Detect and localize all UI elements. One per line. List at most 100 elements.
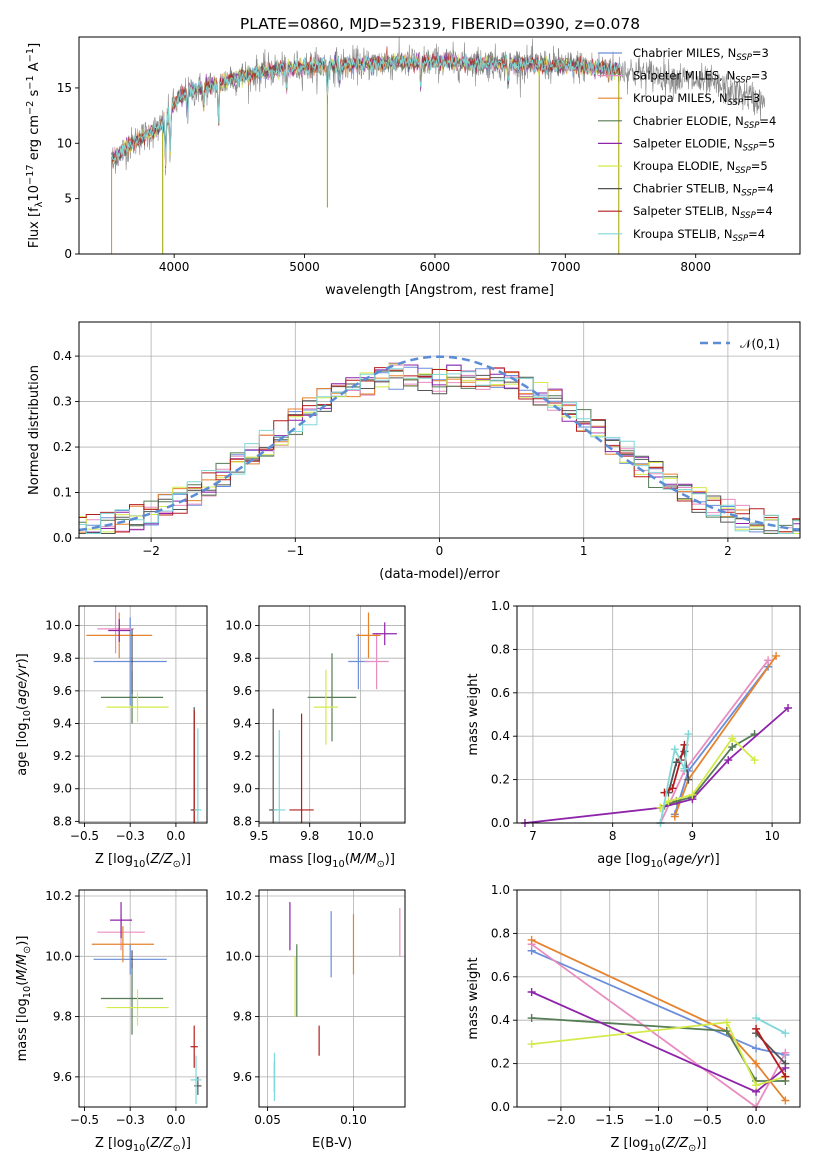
text-span: Z [log xyxy=(95,852,133,867)
series-marker xyxy=(784,703,793,712)
text-span: mass [log xyxy=(269,852,332,867)
legend-label: Salpeter STELIB, NSSP=4 xyxy=(633,204,773,221)
axes-frame xyxy=(78,36,801,255)
text-span: ⊙ xyxy=(173,859,181,870)
legend-n: , N xyxy=(728,114,744,128)
legend-label: Chabrier STELIB, NSSP=4 xyxy=(633,182,774,199)
y-tick-label: 9.6 xyxy=(233,1070,252,1084)
series-line xyxy=(755,1017,786,1034)
y-axis-label: age [log10(age/yr)] xyxy=(15,653,33,776)
legend-count: =4 xyxy=(756,204,773,218)
y-tick-label: 0.8 xyxy=(491,926,510,940)
text-span: −1 xyxy=(25,48,36,62)
text-span: ⊙ xyxy=(688,1143,696,1154)
series-marker xyxy=(527,1014,536,1023)
legend-label: Kroupa ELODIE, NSSP=5 xyxy=(633,159,768,176)
text-span: λ xyxy=(34,201,45,207)
x-axis-label: mass [log10(M/M⊙)] xyxy=(269,852,395,870)
series-marker xyxy=(724,756,733,765)
text-span: s xyxy=(27,89,42,100)
histogram-step xyxy=(79,374,800,534)
text-span: Flux [f xyxy=(27,207,42,248)
x-tick-label: 0.10 xyxy=(340,1113,367,1127)
y-tick-label: 10.0 xyxy=(45,949,72,963)
text-span: −1 xyxy=(25,75,36,89)
text-span: 10 xyxy=(648,1143,660,1154)
text-span: ( xyxy=(345,852,350,867)
series-marker xyxy=(750,756,759,765)
series-marker xyxy=(527,987,536,996)
series-marker xyxy=(781,1029,790,1038)
text-span: )] xyxy=(15,936,30,946)
text-span: M/M xyxy=(350,852,377,867)
y-tick-label: 9.8 xyxy=(233,651,252,665)
model-spectrum xyxy=(111,53,621,167)
text-span: mass [log xyxy=(15,998,30,1061)
mass-age-panel: 9.5 9.8 10.0 8.8 9.0 9.2 9.4 9.6 9.8 10.0 mass [lo… xyxy=(225,605,406,870)
text-span: age/yr xyxy=(668,852,711,867)
legend-count: =4 xyxy=(759,114,776,128)
text-span: M/M xyxy=(15,954,30,981)
series-marker xyxy=(684,730,693,739)
x-tick-label: 10.0 xyxy=(347,829,374,843)
x-tick-label: 8000 xyxy=(680,260,711,274)
text-span: ( xyxy=(15,705,30,710)
histogram-step xyxy=(79,370,800,534)
series-marker xyxy=(722,1018,731,1027)
legend-label: Kroupa MILES, NSSP=3 xyxy=(633,91,760,108)
x-tick-label: −0.5 xyxy=(693,1113,722,1127)
text-span: )] xyxy=(710,852,720,867)
legend-label: Salpeter MILES, NSSP=3 xyxy=(633,69,768,86)
text-span: )] xyxy=(696,1136,706,1151)
legend-count: =3 xyxy=(743,91,760,105)
y-tick-label: 0.2 xyxy=(491,773,510,787)
text-span: ( xyxy=(145,1136,150,1151)
y-tick-label: 0.8 xyxy=(491,642,510,656)
x-tick-label: −0.5 xyxy=(70,1113,99,1127)
axes-frame xyxy=(258,605,406,824)
x-axis-label: Z [log10(Z/Z⊙)] xyxy=(95,852,191,870)
legend-sub: SSP xyxy=(735,166,751,176)
legend-label: Kroupa STELIB, NSSP=4 xyxy=(633,227,765,244)
series-marker xyxy=(781,1048,790,1057)
y-tick-label: 0.4 xyxy=(491,729,510,743)
text-span: 10 xyxy=(650,859,662,870)
legend-sub: SSP xyxy=(743,143,759,153)
series-marker xyxy=(752,1044,761,1053)
y-tick-label: 0.0 xyxy=(53,531,72,545)
x-tick-label: −1.5 xyxy=(595,1113,624,1127)
text-span: erg cm xyxy=(27,115,42,164)
x-tick-label: −1.0 xyxy=(644,1113,673,1127)
legend-n: , N xyxy=(719,159,735,173)
y-tick-label: 9.4 xyxy=(233,716,252,730)
series-marker xyxy=(527,1040,536,1049)
x-tick-label: −0.3 xyxy=(116,829,145,843)
text-span: )] xyxy=(15,653,30,663)
y-tick-label: 0.6 xyxy=(491,970,510,984)
x-axis-label: Z [log10(Z/Z⊙)] xyxy=(95,1136,191,1154)
y-tick-label: 10.2 xyxy=(225,889,252,903)
text-span: 10 xyxy=(22,986,33,998)
x-tick-label: 2 xyxy=(724,544,732,558)
y-tick-label: 10.2 xyxy=(45,889,72,903)
series-marker xyxy=(752,1059,761,1068)
y-tick-label: 9.4 xyxy=(53,716,72,730)
x-tick-label: 9 xyxy=(689,829,697,843)
axes-frame xyxy=(78,889,208,1108)
legend-count: =4 xyxy=(757,182,774,196)
legend-n: , N xyxy=(727,136,743,150)
text-span: )] xyxy=(181,852,191,867)
series-marker xyxy=(781,1059,790,1068)
text-span: A xyxy=(27,62,42,75)
y-tick-label: 10 xyxy=(57,136,72,150)
legend-sub: SSP xyxy=(736,53,752,63)
text-span: ⊙ xyxy=(22,946,33,954)
series-line xyxy=(531,939,787,1102)
series-marker xyxy=(728,734,737,743)
y-tick-label: 1.0 xyxy=(491,599,510,613)
spectrum-panel: 4000 5000 6000 7000 8000 0 5 10 15 wavelength [An… xyxy=(25,36,801,298)
text-span: −17 xyxy=(25,164,36,185)
y-tick-label: 5 xyxy=(64,192,72,206)
text-span: Z [log xyxy=(611,1136,649,1151)
legend-name: Kroupa ELODIE xyxy=(633,159,719,173)
